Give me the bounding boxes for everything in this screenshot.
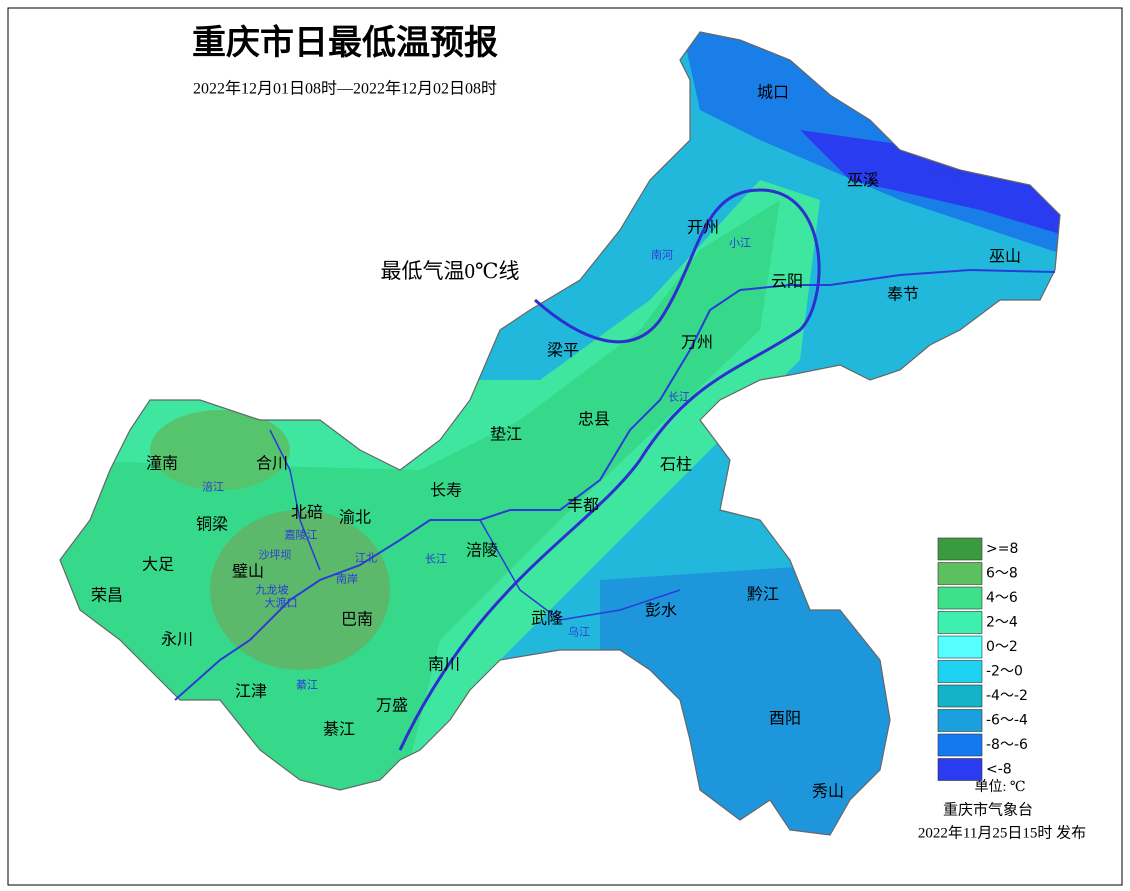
place-label: 垫江 [490,426,522,444]
issuer: 重庆市气象台 [943,801,1033,818]
place-label: 璧山 [232,562,264,581]
place-label: 北碚 [291,504,323,522]
place-label: 涪陵 [466,542,498,560]
legend-label: >=8 [986,541,1018,557]
place-label: 铜梁 [196,516,228,534]
field-warmest [210,510,390,670]
river-label: 长江 [425,553,447,566]
river-label: 九龙坡 [256,584,289,597]
place-label: 合川 [256,455,288,473]
place-label: 渝北 [339,509,371,527]
place-label: 万盛 [376,697,408,715]
place-label: 忠县 [578,411,610,429]
river-label: 大宁河 [929,168,962,182]
place-label: 南川 [428,656,460,674]
place-label: 开州 [687,220,719,237]
field-warmest [150,410,290,490]
place-label: 城口 [757,84,789,102]
place-label: 梁平 [547,342,579,360]
river-label: 乌江 [568,625,590,639]
legend-swatch [937,758,983,781]
river-label: 大渡口 [265,596,298,610]
legend-swatch [937,611,983,634]
river-label: 长江 [668,391,690,404]
legend-label: -2～0 [986,664,1023,680]
place-label: 巫溪 [847,172,879,190]
place-label: 潼南 [146,455,178,473]
legend-label: 6～8 [986,566,1018,582]
place-label: 丰都 [567,497,599,515]
place-label: 永川 [161,631,193,649]
place-label: 綦江 [323,721,355,739]
place-label: 万州 [681,335,713,352]
place-label: 黔江 [747,586,779,604]
place-label: 巫山 [989,248,1021,266]
legend-swatch [937,733,983,757]
wu-river [479,519,681,621]
subtitle: 2022年12月01日08时—2022年12月02日08时 [193,80,497,98]
river-label: 小江 [729,237,751,250]
river-label: 嘉陵江 [285,528,318,542]
zero-degree-line [398,188,821,751]
place-label: 云阳 [771,273,803,291]
place-label: 酉阳 [769,710,801,728]
legend-swatch [937,709,983,732]
place-label: 江津 [235,683,267,701]
legend-label: -6～-4 [986,713,1028,729]
field-warmer [60,200,780,800]
place-label: 彭水 [645,602,677,620]
place-label: 奉节 [887,286,919,304]
legend-swatch [937,562,983,585]
river-label: 南岸 [336,573,358,586]
place-label: 秀山 [812,783,844,801]
title: 重庆市日最低温预报 [192,23,498,62]
place-label: 大足 [142,556,174,574]
place-label: 石柱 [660,456,692,474]
annotation: 最低气温0℃线 [381,259,520,283]
legend-label: 4～6 [986,590,1018,606]
legend-label: -8～-6 [986,737,1028,753]
river-label: 綦江 [296,679,318,692]
legend-swatch [937,660,983,683]
jialing-river [269,429,321,571]
place-label: 巴南 [341,611,373,629]
legend-label: 2～4 [986,615,1018,631]
river-label: 沙坪坝 [259,548,292,562]
legend-swatch [937,537,983,561]
yangtze-river [174,268,1056,701]
river-label: 涪江 [202,480,224,494]
place-label: 长寿 [430,482,462,500]
legend: >=8 6～8 4～6 2～4 0～2 -2～0 -4～-2 -6～-4 -8～-6 <-8 [937,537,1028,781]
legend-swatch [937,635,983,659]
place-label: 武隆 [531,610,563,628]
legend-swatch [937,684,983,708]
field-coldest [800,130,1060,240]
legend-label: <-8 [986,762,1012,778]
river-label: 南河 [651,249,673,262]
place-label: 荣昌 [91,587,123,605]
issue-time: 2022年11月25日15时 发布 [918,824,1086,841]
legend-swatch [937,586,983,610]
legend-label: -4～-2 [986,688,1028,704]
legend-label: 0～2 [986,639,1018,655]
river-label: 江北 [355,552,377,565]
unit: 单位: ℃ [974,779,1025,795]
